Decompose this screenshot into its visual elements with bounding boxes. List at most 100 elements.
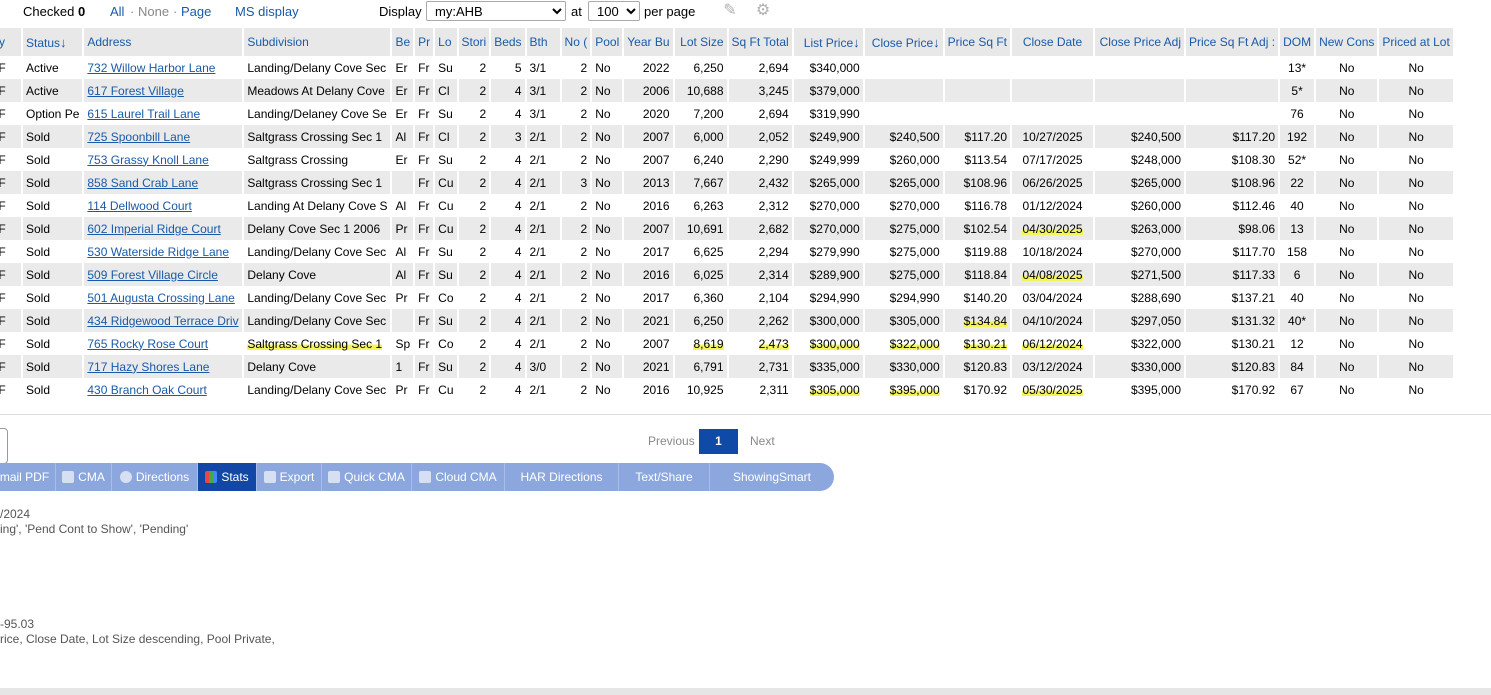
column-header[interactable]: Bth — [526, 28, 562, 56]
table-row[interactable]: le-F Sold 858 Sand Crab Lane Saltgrass Cros… — [0, 171, 1455, 194]
cell-value: le-F — [0, 245, 6, 259]
column-header[interactable]: Year Bu — [624, 28, 675, 56]
column-header[interactable]: Price Sq Ft Adj : — [1186, 28, 1281, 56]
quick-cma-button[interactable]: Quick CMA — [322, 463, 412, 491]
column-header[interactable]: Beds — [491, 28, 527, 56]
table-row[interactable]: le-F Sold 501 Augusta Crossing Lane Landing… — [0, 286, 1455, 309]
cell-value: 2,262 — [758, 313, 789, 328]
table-cell: $108.96 — [944, 171, 1013, 194]
table-cell: 2 — [458, 79, 492, 102]
showingsmart-button[interactable]: ShowingSmart — [710, 463, 834, 491]
edit-icon[interactable]: ✎ — [723, 2, 737, 19]
column-header[interactable]: No ( — [561, 28, 593, 56]
table-row[interactable]: le-F Sold 509 Forest Village Circle Delany … — [0, 263, 1455, 286]
address-link[interactable]: 617 Forest Village — [87, 83, 184, 98]
column-header[interactable]: Be — [392, 28, 416, 56]
cell-value: 2,694 — [758, 106, 789, 121]
table-row[interactable]: le-F Active 732 Willow Harbor Lane Landing/… — [0, 56, 1455, 79]
address-link[interactable]: 858 Sand Crab Lane — [87, 175, 199, 190]
address-link[interactable]: 602 Imperial Ridge Court — [87, 221, 221, 236]
column-header[interactable]: Stori — [458, 28, 492, 56]
har-directions-button[interactable]: HAR Directions — [505, 463, 619, 491]
table-row[interactable]: le-F Sold 434 Ridgewood Terrace Driv Landin… — [0, 309, 1455, 332]
bottom-scrollbar[interactable] — [0, 688, 1491, 695]
next-page-link[interactable]: Next — [750, 434, 775, 448]
table-row[interactable]: le-F Sold 717 Hazy Shores Lane Delany Cove 1… — [0, 355, 1455, 378]
cell-value: le-F — [0, 360, 6, 374]
select-all-link[interactable]: All — [110, 4, 125, 19]
table-cell: Sold — [23, 378, 85, 401]
address-link[interactable]: 753 Grassy Knoll Lane — [87, 152, 209, 167]
cell-value: 13 — [1290, 221, 1304, 236]
column-header[interactable]: List Price↓ — [793, 28, 865, 56]
cell-value: No — [1408, 129, 1424, 144]
column-header[interactable]: Address — [84, 28, 245, 56]
cell-value: 2/1 — [529, 244, 547, 259]
cloud-cma-button[interactable]: Cloud CMA — [412, 463, 505, 491]
column-header[interactable]: Sq Ft Total — [728, 28, 794, 56]
email-pdf-button[interactable]: Email PDF — [0, 463, 56, 491]
table-row[interactable]: le-F Option Pe 615 Laurel Trail Lane Landin… — [0, 102, 1455, 125]
address-link[interactable]: 434 Ridgewood Terrace Driv — [87, 313, 239, 328]
directions-button[interactable]: Directions — [112, 463, 198, 491]
column-header[interactable]: Subdivision — [244, 28, 393, 56]
cell-value: 2 — [580, 267, 588, 282]
address-link[interactable]: 725 Spoonbill Lane — [87, 129, 191, 144]
column-header[interactable]: Close Price↓ — [864, 28, 945, 56]
column-header[interactable]: Priced at Lot — [1379, 28, 1455, 56]
table-row[interactable]: le-F Sold 725 Spoonbill Lane Saltgrass Cros… — [0, 125, 1455, 148]
column-header[interactable]: Pr — [415, 28, 436, 56]
display-select[interactable]: my:AHB — [426, 1, 566, 21]
address-link[interactable]: 114 Dellwood Court — [87, 198, 192, 213]
table-row[interactable]: le-F Sold 430 Branch Oak Court Landing/Dela… — [0, 378, 1455, 401]
column-header-label: Price Sq Ft — [947, 35, 1008, 49]
select-none-link[interactable]: None — [138, 4, 170, 19]
address-link[interactable]: 615 Laurel Trail Lane — [87, 106, 201, 121]
select-page-link[interactable]: Page — [181, 4, 212, 19]
table-row[interactable]: le-F Sold 765 Rocky Rose Court Saltgrass Cr… — [0, 332, 1455, 355]
ms-display-link[interactable]: MS display — [235, 4, 299, 19]
column-header[interactable]: erty — [0, 28, 23, 56]
side-panel-handle[interactable] — [0, 428, 8, 464]
address-link[interactable]: 765 Rocky Rose Court — [87, 336, 209, 351]
column-header[interactable]: New Cons — [1316, 28, 1380, 56]
cell-value: 2021 — [642, 313, 670, 328]
column-header[interactable]: Price Sq Ft — [944, 28, 1013, 56]
table-row[interactable]: le-F Sold 530 Waterside Ridge Lane Landing/… — [0, 240, 1455, 263]
column-header[interactable]: Close Price Adj — [1095, 28, 1187, 56]
table-row[interactable]: le-F Sold 753 Grassy Knoll Lane Saltgrass C… — [0, 148, 1455, 171]
table-row[interactable]: le-F Sold 114 Dellwood Court Landing At Del… — [0, 194, 1455, 217]
cma-button[interactable]: CMA — [56, 463, 112, 491]
cell-value: No — [1339, 60, 1355, 75]
column-header[interactable]: Status↓ — [23, 28, 85, 56]
table-row[interactable]: le-F Sold 602 Imperial Ridge Court Delany C… — [0, 217, 1455, 240]
address-link[interactable]: 430 Branch Oak Court — [87, 382, 207, 397]
column-header[interactable]: Close Date — [1012, 28, 1096, 56]
address-link[interactable]: 530 Waterside Ridge Lane — [87, 244, 230, 259]
per-page-select[interactable]: 100 — [588, 1, 640, 21]
export-button[interactable]: Export — [257, 463, 322, 491]
previous-page-link[interactable]: Previous — [648, 434, 695, 448]
current-page-button[interactable]: 1 — [699, 429, 738, 454]
cell-value: 2022 — [642, 60, 670, 75]
settings-gear-icon[interactable]: ⚙ — [755, 2, 771, 19]
address-link[interactable]: 717 Hazy Shores Lane — [87, 359, 210, 374]
column-header[interactable]: Pool — [592, 28, 625, 56]
cell-value: $117.33 — [1232, 267, 1276, 282]
stats-button[interactable]: Stats — [198, 463, 257, 491]
cell-value: Sold — [26, 267, 51, 282]
table-cell: Delany Cove Sec 1 2006 — [244, 217, 393, 240]
address-link[interactable]: 509 Forest Village Circle — [87, 267, 218, 282]
table-cell: le-F — [0, 194, 23, 217]
text-share-button[interactable]: Text/Share — [619, 463, 710, 491]
table-row[interactable]: le-F Active 617 Forest Village Meadows At D… — [0, 79, 1455, 102]
cell-value: $322,000 — [1130, 336, 1182, 351]
column-header[interactable]: DOM — [1280, 28, 1317, 56]
address-link[interactable]: 501 Augusta Crossing Lane — [87, 290, 235, 305]
column-header[interactable]: Lo — [435, 28, 459, 56]
cell-value: 6,240 — [693, 152, 724, 167]
address-link[interactable]: 732 Willow Harbor Lane — [87, 60, 216, 75]
table-cell: 01/12/2024 — [1012, 194, 1096, 217]
column-header[interactable]: Lot Size — [674, 28, 729, 56]
table-cell: $102.54 — [944, 217, 1013, 240]
